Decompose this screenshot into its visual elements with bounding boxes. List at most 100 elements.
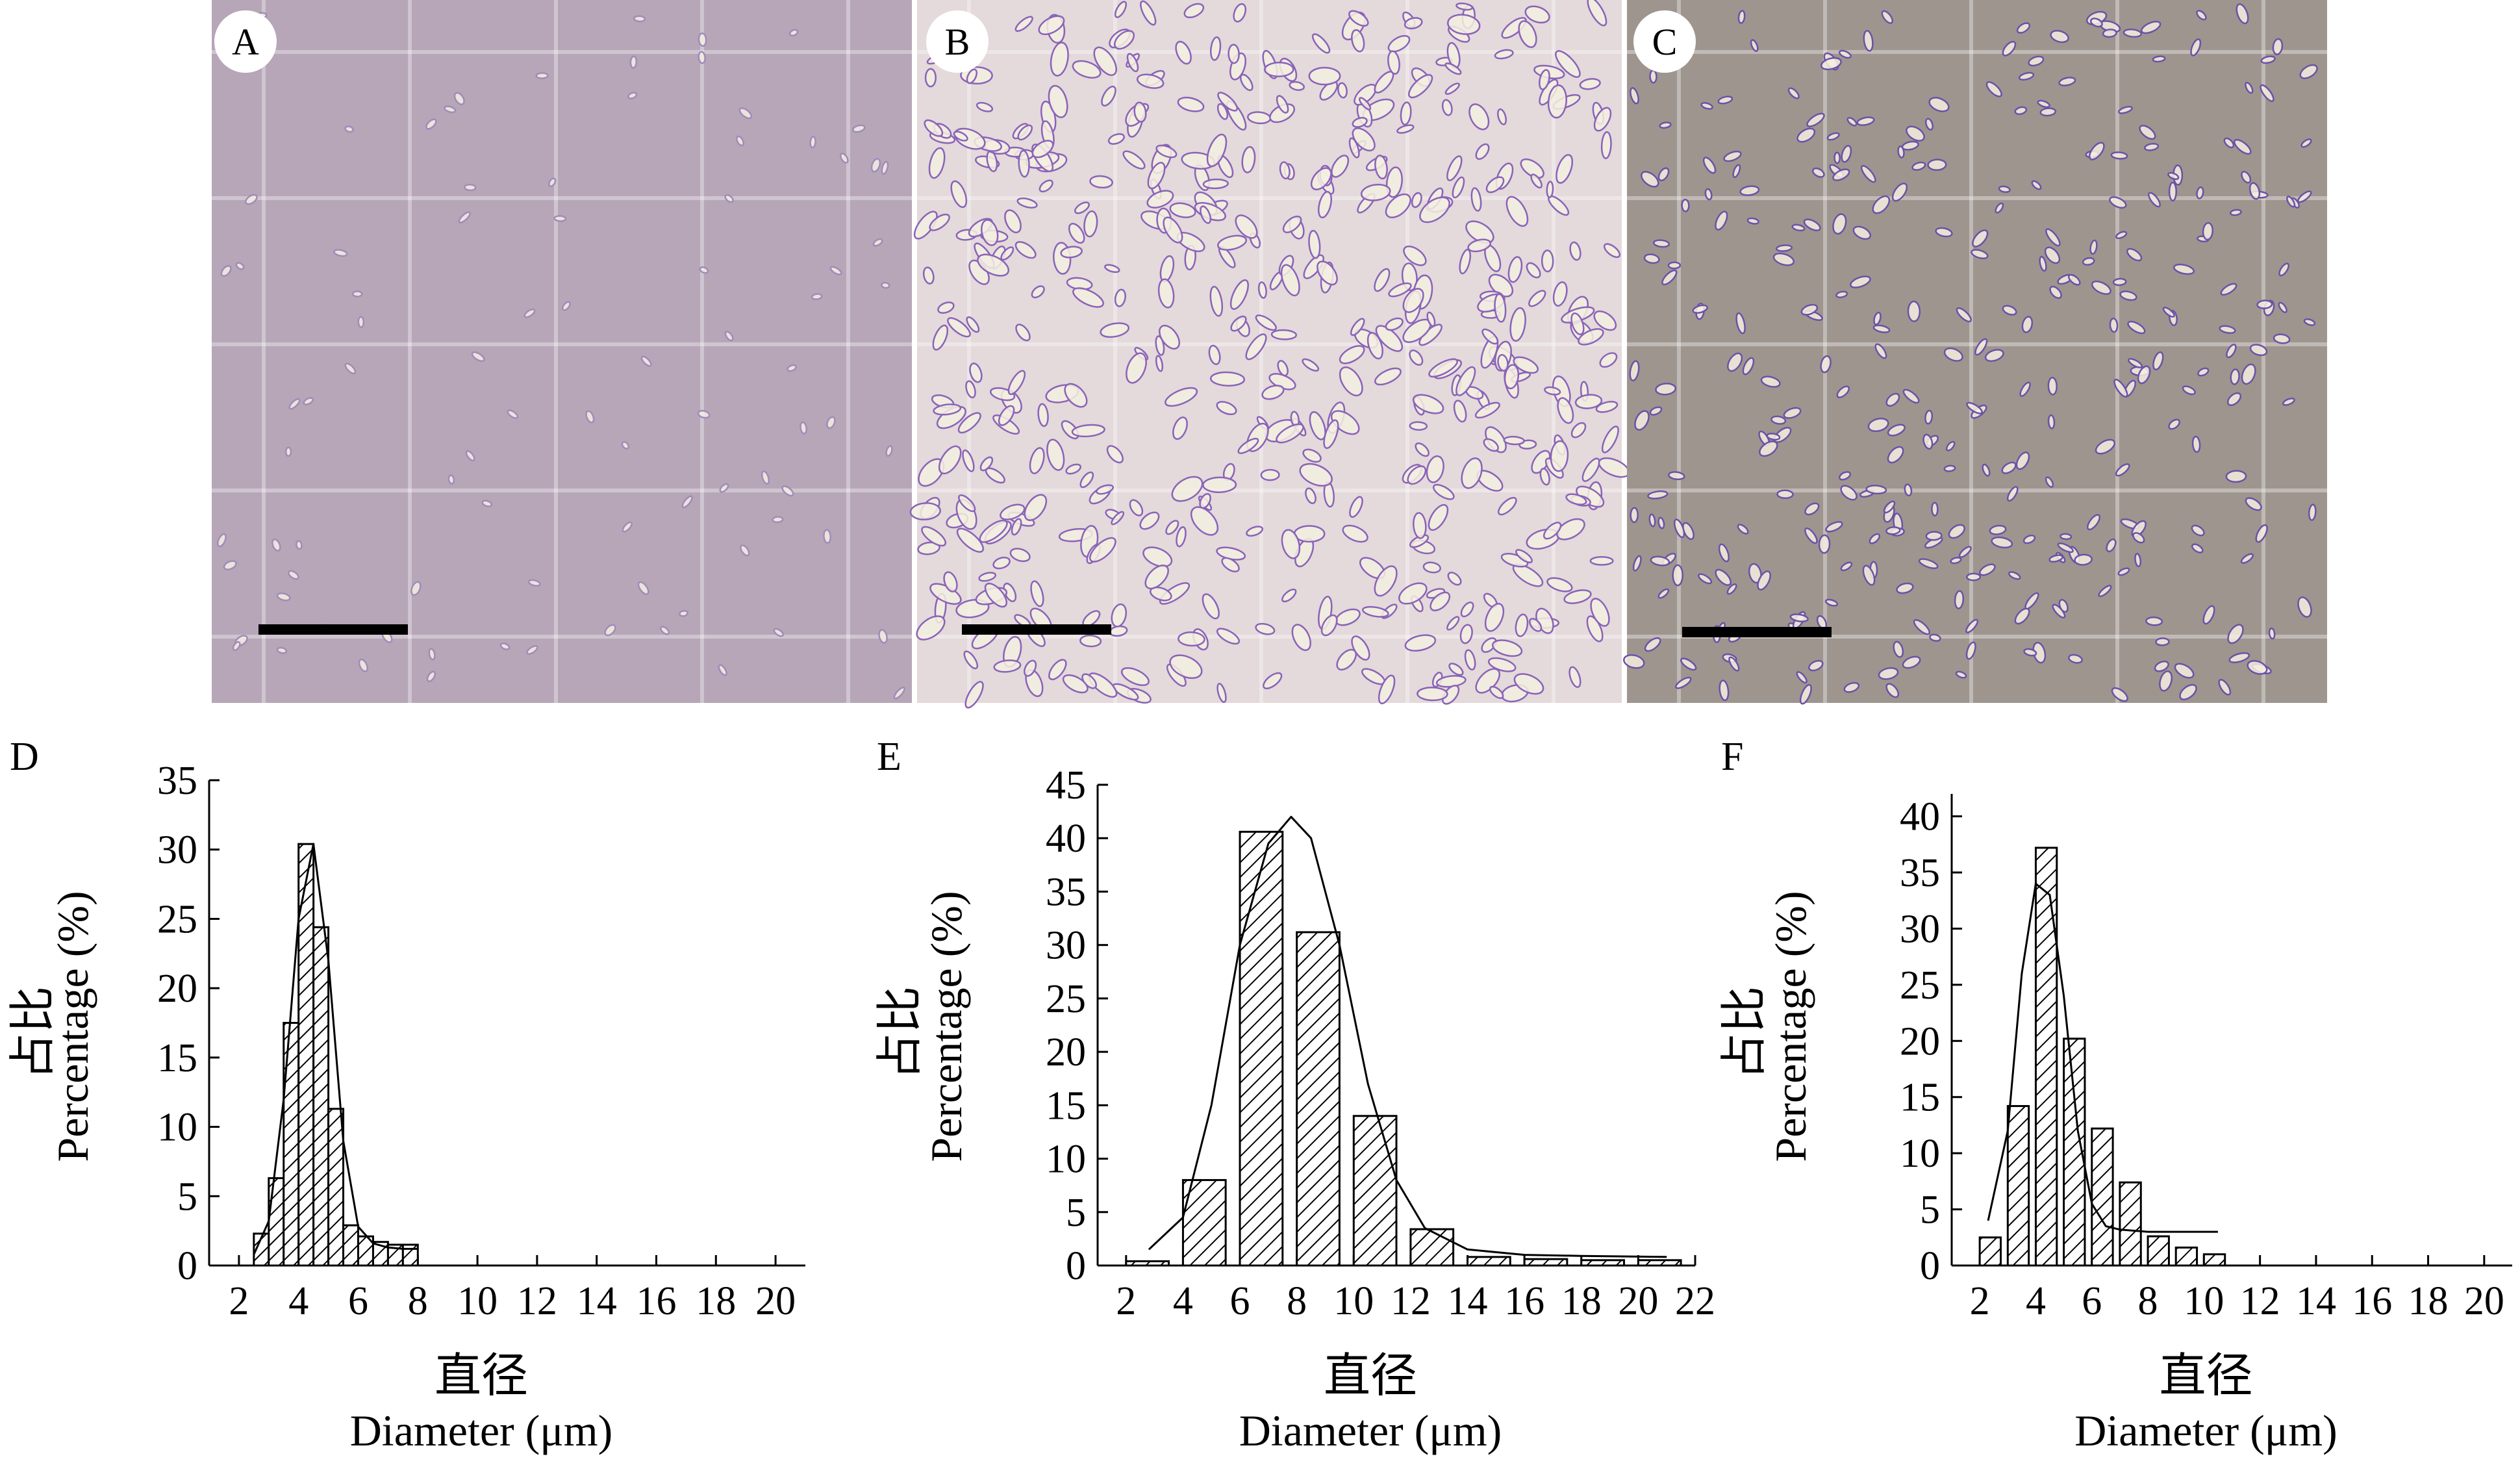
cell xyxy=(1766,433,1781,441)
cell xyxy=(1101,85,1116,107)
cell xyxy=(1623,654,1645,669)
cell xyxy=(965,380,976,399)
cell xyxy=(932,324,949,351)
cell xyxy=(736,135,744,147)
cell xyxy=(1931,502,1939,516)
cell xyxy=(2152,351,2164,371)
cell xyxy=(1339,345,1365,364)
cell xyxy=(2058,77,2076,86)
cell xyxy=(1216,683,1227,704)
cell xyxy=(1468,103,1490,131)
cell xyxy=(916,615,946,641)
histogram-bar xyxy=(1296,931,1341,1267)
cell xyxy=(1948,524,1965,539)
cell xyxy=(1065,463,1081,475)
cell xyxy=(1455,2,1474,11)
cell xyxy=(1856,116,1875,126)
cell xyxy=(351,290,363,298)
cell xyxy=(1539,69,1550,90)
cell xyxy=(2039,255,2047,272)
cell xyxy=(1276,95,1289,114)
cell xyxy=(1833,151,1841,164)
cell xyxy=(2109,196,2127,209)
cell xyxy=(1804,527,1818,544)
cell xyxy=(1836,385,1850,398)
cell xyxy=(1989,524,2007,535)
cell xyxy=(1352,127,1376,152)
cell xyxy=(1050,42,1069,77)
cell xyxy=(1776,489,1794,500)
cell xyxy=(966,68,978,84)
cell xyxy=(1924,409,1934,425)
cell xyxy=(2018,71,2035,81)
cell xyxy=(1556,154,1574,184)
cell xyxy=(1891,183,1908,202)
scale-bar-a xyxy=(258,624,408,635)
cell xyxy=(1955,670,1967,679)
cell xyxy=(1803,218,1821,231)
cell xyxy=(1657,588,1670,599)
cell xyxy=(2191,435,2201,453)
histogram-bar xyxy=(401,1243,419,1267)
cell xyxy=(1178,631,1205,647)
x-tick-label: 10 xyxy=(457,1279,498,1323)
cell xyxy=(1719,680,1730,702)
cell xyxy=(1728,656,1740,672)
cell xyxy=(1139,511,1160,530)
cell xyxy=(1277,360,1289,377)
cell xyxy=(1374,367,1402,386)
cell xyxy=(1426,455,1444,483)
cell xyxy=(1965,641,1976,660)
cell xyxy=(1302,448,1322,463)
cell xyxy=(1913,618,1931,635)
panel-label-c-badge xyxy=(1633,10,1696,73)
cell xyxy=(698,51,706,64)
cell xyxy=(288,570,299,580)
cell xyxy=(1317,261,1338,286)
cell xyxy=(1453,400,1467,423)
cell xyxy=(957,412,981,434)
cell xyxy=(2002,40,2017,57)
x-tick-label: 8 xyxy=(2138,1279,2158,1323)
cell xyxy=(2109,317,2119,333)
cell xyxy=(1489,685,1504,699)
cell xyxy=(2115,231,2128,240)
cell xyxy=(958,494,976,513)
y-tick-label: 10 xyxy=(157,1106,197,1150)
cell xyxy=(1481,637,1497,653)
cell xyxy=(1739,185,1760,196)
cell xyxy=(679,609,688,617)
cell xyxy=(2256,299,2273,309)
cell xyxy=(1229,279,1249,310)
cell xyxy=(344,125,354,133)
cell xyxy=(1385,193,1411,218)
cell xyxy=(1852,225,1871,240)
cell xyxy=(1309,411,1326,440)
cell xyxy=(1359,97,1372,110)
cell xyxy=(809,136,816,149)
cell xyxy=(1147,162,1166,190)
cell xyxy=(1245,333,1267,361)
cell xyxy=(1029,447,1045,474)
cell xyxy=(1411,192,1422,209)
cell xyxy=(1704,188,1713,201)
cell xyxy=(1142,546,1173,568)
cell xyxy=(1374,268,1391,292)
cell xyxy=(2297,596,2312,618)
cell xyxy=(2240,553,2254,564)
cell xyxy=(1579,78,1601,90)
cell xyxy=(963,650,979,670)
cell xyxy=(697,410,711,419)
cell xyxy=(1126,352,1147,384)
cell xyxy=(2106,538,2117,553)
cell xyxy=(1657,167,1670,182)
cell xyxy=(1984,349,2004,363)
cell xyxy=(2111,687,2128,702)
cell xyxy=(585,410,595,424)
cell xyxy=(2045,228,2061,247)
cell xyxy=(2128,358,2143,368)
cell xyxy=(1446,155,1463,181)
cell xyxy=(698,32,707,47)
cell xyxy=(1748,563,1762,584)
cell xyxy=(2303,318,2316,326)
